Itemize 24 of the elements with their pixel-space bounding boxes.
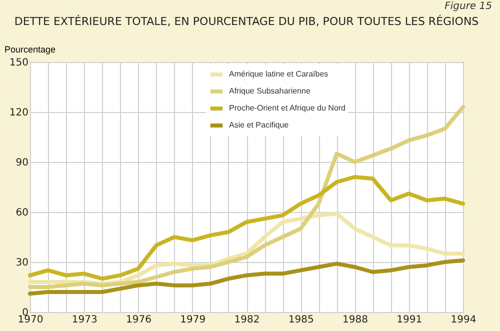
chart-title: DETTE EXTÉRIEURE TOTALE, EN POURCENTAGE DU PIB, POUR TOUTES LES RÉGIONS: [14, 14, 479, 28]
line-series: [28, 175, 465, 281]
caption: Figure 15: [444, 1, 492, 12]
legend-label: Proche-Orient et Afrique du Nord: [229, 104, 346, 112]
line-series: [28, 105, 465, 289]
x-tick-label: 1985: [288, 314, 314, 326]
x-tick-label: 1994: [450, 314, 476, 326]
x-tick-label: 1976: [126, 314, 152, 326]
x-tick-label: 1973: [72, 314, 98, 326]
x-tick-label: 1982: [234, 314, 260, 326]
x-tick-label: 1991: [396, 314, 422, 326]
x-tick-label: 1988: [342, 314, 368, 326]
y-tick-label: 90: [16, 158, 28, 168]
x-tick-label: 1979: [180, 314, 206, 326]
legend-label: Afrique Subsaharienne: [229, 86, 311, 96]
y-tick-label: 120: [9, 108, 28, 118]
line-series: [28, 258, 465, 296]
y-tick-label: 60: [16, 208, 28, 218]
legend-label: Asie et Pacifique: [229, 120, 290, 130]
x-tick-label: 1970: [18, 314, 44, 326]
y-axis-title: Pourcentage: [4, 44, 56, 54]
y-tick-label: 150: [9, 58, 28, 68]
legend-label: Amérique latine et Caraïbes: [229, 70, 328, 78]
y-tick-label: 30: [16, 258, 28, 268]
